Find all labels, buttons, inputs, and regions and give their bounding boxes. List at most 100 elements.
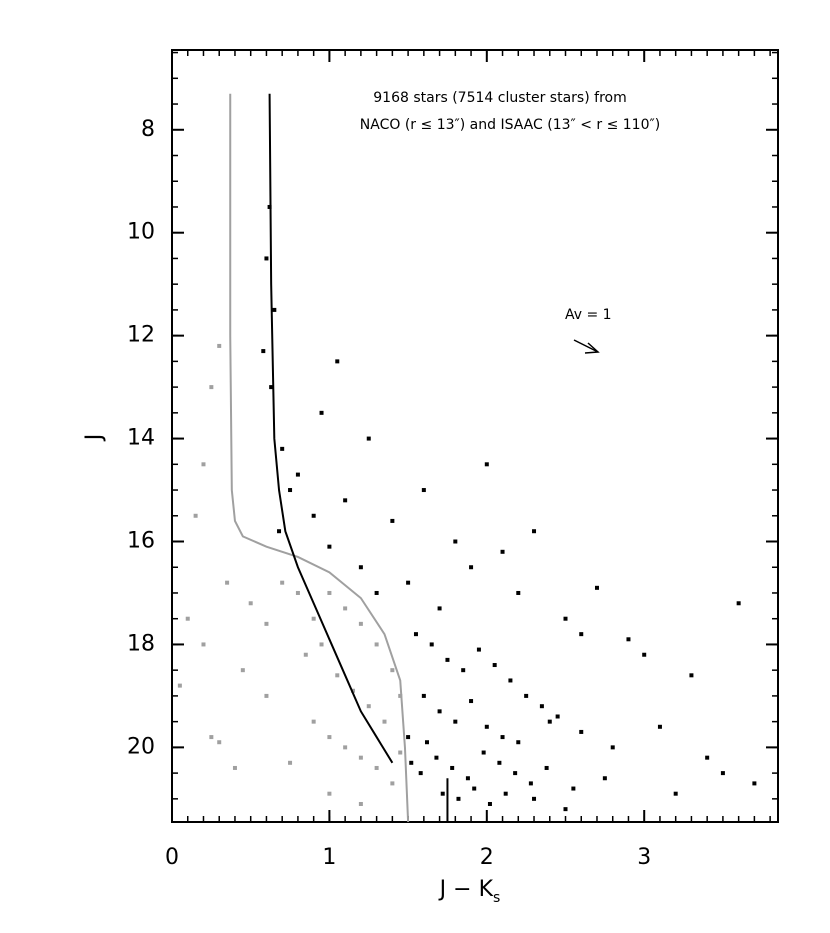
scatter-point xyxy=(269,385,274,390)
scatter-point xyxy=(513,771,518,776)
scatter-point xyxy=(398,693,403,698)
scatter-point xyxy=(343,498,348,503)
scatter-point xyxy=(374,642,379,647)
scatter-point xyxy=(456,796,461,801)
scatter-point xyxy=(264,693,269,698)
scatter-point xyxy=(484,724,489,729)
scatter-point xyxy=(201,642,206,647)
scatter-point xyxy=(295,590,300,595)
scatter-point xyxy=(366,436,371,441)
y-axis-label: J xyxy=(82,434,107,443)
plot-frame xyxy=(171,49,779,823)
scatter-point xyxy=(277,529,282,534)
scatter-point xyxy=(303,652,308,657)
scatter-point xyxy=(280,446,285,451)
scatter-point xyxy=(500,735,505,740)
scatter-point xyxy=(440,791,445,796)
scatter-point xyxy=(209,735,214,740)
scatter-point xyxy=(390,781,395,786)
scatter-point xyxy=(418,771,423,776)
scatter-point xyxy=(472,786,477,791)
scatter-point xyxy=(563,616,568,621)
scatter-point xyxy=(421,693,426,698)
scatter-point xyxy=(626,637,631,642)
scatter-point xyxy=(382,719,387,724)
scatter-point xyxy=(217,740,222,745)
reddening-label: Av = 1 xyxy=(565,307,612,323)
scatter-point xyxy=(424,740,429,745)
scatter-point xyxy=(217,343,222,348)
scatter-point xyxy=(481,750,486,755)
scatter-point xyxy=(469,565,474,570)
scatter-point xyxy=(311,616,316,621)
scatter-point xyxy=(406,580,411,585)
scatter-point xyxy=(555,714,560,719)
scatter-point xyxy=(571,786,576,791)
scatter-point xyxy=(177,683,182,688)
scatter-point xyxy=(319,410,324,415)
scatter-point xyxy=(437,709,442,714)
x-axis-label: J − Ks xyxy=(438,877,501,906)
scatter-point xyxy=(610,745,615,750)
y-tick-label: 8 xyxy=(141,117,155,142)
scatter-point xyxy=(484,462,489,467)
scatter-point xyxy=(497,760,502,765)
x-tick-label: 1 xyxy=(322,845,336,870)
scatter-point xyxy=(461,668,466,673)
scatter-point xyxy=(193,513,198,518)
scatter-point xyxy=(288,488,293,493)
scatter-point xyxy=(366,704,371,709)
scatter-point xyxy=(335,359,340,364)
scatter-point xyxy=(429,642,434,647)
scatter-point xyxy=(705,755,710,760)
scatter-point xyxy=(524,693,529,698)
scatter-point xyxy=(487,801,492,806)
scatter-point xyxy=(450,765,455,770)
y-tick-label: 12 xyxy=(127,323,155,348)
scatter-point xyxy=(421,488,426,493)
scatter-point xyxy=(453,719,458,724)
scatter-point xyxy=(516,590,521,595)
x-axis-label-main: J − K xyxy=(438,877,494,902)
scatter-point xyxy=(492,663,497,668)
scatter-point xyxy=(579,632,584,637)
x-tick-label: 2 xyxy=(480,845,494,870)
scatter-point xyxy=(602,776,607,781)
y-tick-label: 10 xyxy=(127,220,155,245)
scatter-point xyxy=(508,678,513,683)
scatter-point xyxy=(295,472,300,477)
scatter-point xyxy=(579,729,584,734)
x-axis-label-subscript: s xyxy=(493,890,500,906)
scatter-point xyxy=(264,621,269,626)
scatter-point xyxy=(311,719,316,724)
isochrone-line xyxy=(229,93,410,823)
scatter-point xyxy=(374,765,379,770)
x-tick-label: 3 xyxy=(637,845,651,870)
scatter-point xyxy=(390,518,395,523)
scatter-point xyxy=(547,719,552,724)
scatter-point xyxy=(445,657,450,662)
scatter-point xyxy=(398,750,403,755)
scatter-point xyxy=(528,781,533,786)
y-tick-label: 14 xyxy=(127,426,155,451)
scatter-point xyxy=(358,565,363,570)
scatter-point xyxy=(689,673,694,678)
scatter-point xyxy=(752,781,757,786)
scatter-point xyxy=(453,539,458,544)
scatter-point xyxy=(209,385,214,390)
scatter-point xyxy=(544,765,549,770)
scatter-point xyxy=(469,699,474,704)
scatter-point xyxy=(563,807,568,812)
scatter-point xyxy=(657,724,662,729)
scatter-point xyxy=(532,796,537,801)
scatter-point xyxy=(343,606,348,611)
scatter-point xyxy=(539,704,544,709)
scatter-point xyxy=(264,256,269,261)
scatter-point xyxy=(465,776,470,781)
annotation: NACO (r ≤ 13″) and ISAAC (13″ < r ≤ 110″… xyxy=(360,117,660,133)
scatter-point xyxy=(516,740,521,745)
scatter-point xyxy=(720,771,725,776)
scatter-point xyxy=(343,745,348,750)
scatter-point xyxy=(261,349,266,354)
